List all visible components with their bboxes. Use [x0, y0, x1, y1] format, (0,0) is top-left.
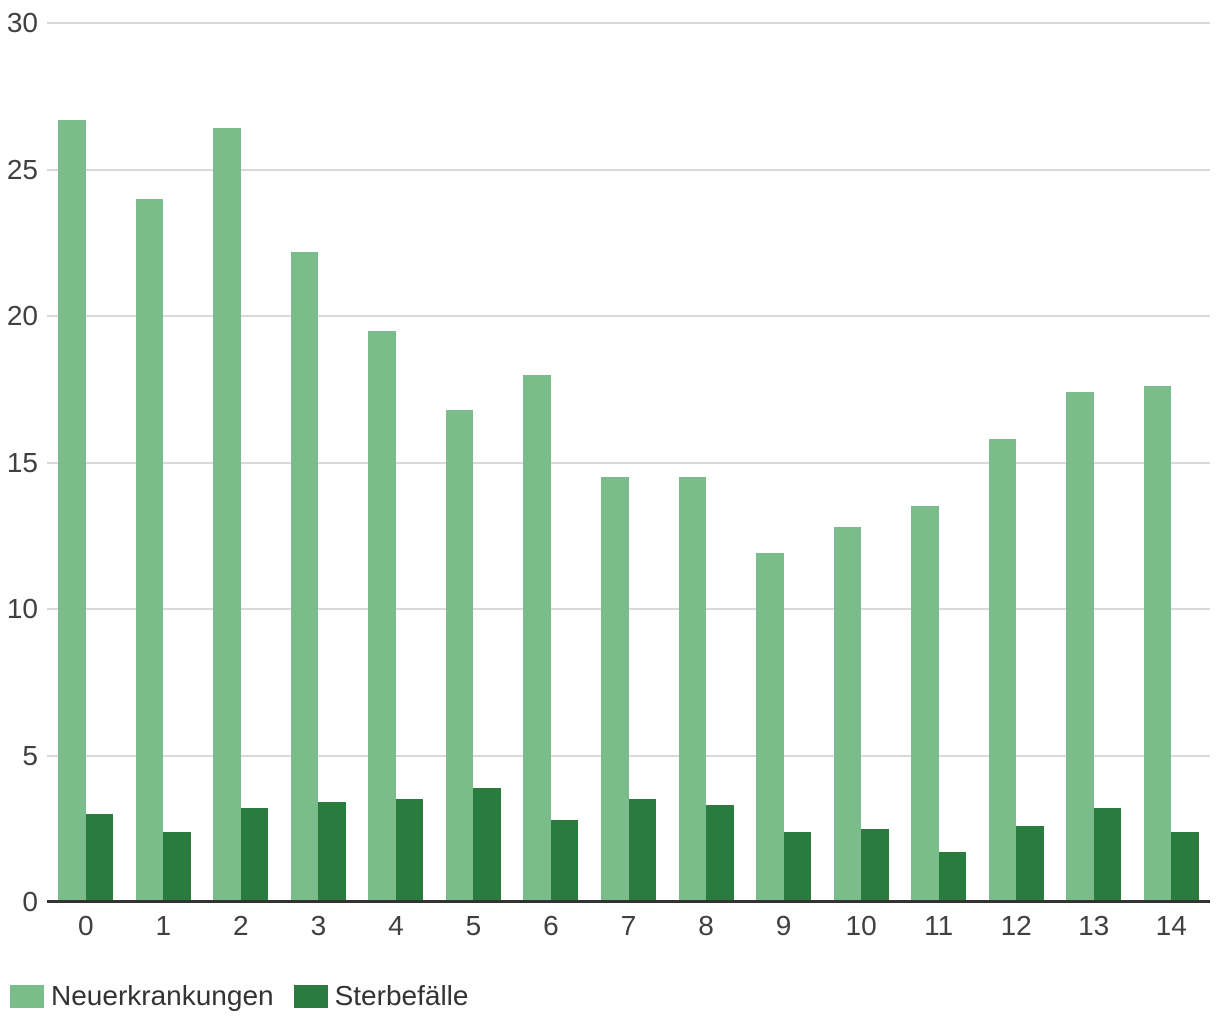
bar-sterbefälle-0[interactable] — [85, 814, 114, 902]
bar-neuerkrankungen-4[interactable] — [368, 330, 396, 902]
y-tick-label: 30 — [6, 7, 38, 38]
gridline — [47, 608, 1210, 610]
bar-sterbefälle-6[interactable] — [550, 819, 579, 902]
x-tick-label: 5 — [465, 910, 482, 941]
x-tick-label: 6 — [543, 910, 559, 941]
y-tick-label: 20 — [6, 300, 38, 331]
bar-neuerkrankungen-9[interactable] — [756, 553, 784, 902]
bar-neuerkrankungen-5[interactable] — [445, 409, 474, 902]
x-tick-label: 2 — [233, 910, 249, 941]
legend: Neuerkrankungen Sterbefälle — [10, 980, 468, 1012]
bar-neuerkrankungen-2[interactable] — [213, 128, 241, 902]
bar-neuerkrankungen-8[interactable] — [678, 477, 707, 902]
x-axis-baseline-overlay — [47, 900, 1210, 903]
bar-neuerkrankungen-0[interactable] — [58, 119, 86, 902]
bar-sterbefälle-14[interactable] — [1171, 831, 1199, 902]
bar-neuerkrankungen-11[interactable] — [911, 506, 939, 902]
bar-neuerkrankungen-14[interactable] — [1143, 386, 1172, 902]
y-tick-label: 25 — [6, 153, 38, 185]
bar-sterbefälle-5[interactable] — [473, 787, 501, 902]
bar-sterbefälle-9[interactable] — [783, 831, 812, 902]
bar-sterbefälle-12[interactable] — [1016, 825, 1044, 902]
x-tick-label: 0 — [77, 910, 94, 941]
bar-sterbefälle-10[interactable] — [861, 828, 889, 902]
bar-sterbefälle-13[interactable] — [1093, 808, 1122, 902]
x-tick-label: 10 — [845, 910, 877, 941]
bar-neuerkrankungen-12[interactable] — [988, 439, 1017, 902]
legend-item-sterbefälle: Sterbefälle — [293, 980, 469, 1012]
bar-neuerkrankungen-7[interactable] — [601, 477, 629, 902]
gridline — [47, 754, 1210, 757]
legend-swatch-icon — [10, 984, 44, 1008]
y-tick-label: 0 — [22, 886, 38, 917]
x-tick-label: 7 — [620, 910, 637, 941]
legend-label: Sterbefälle — [334, 980, 469, 1011]
bar-sterbefälle-11[interactable] — [938, 852, 967, 902]
bar-neuerkrankungen-6[interactable] — [523, 374, 551, 902]
gridline — [47, 22, 1210, 24]
bar-sterbefälle-1[interactable] — [163, 831, 191, 902]
x-tick-label: 3 — [310, 910, 327, 941]
bar-sterbefälle-3[interactable] — [318, 802, 346, 902]
bar-neuerkrankungen-10[interactable] — [833, 526, 862, 902]
bar-neuerkrankungen-13[interactable] — [1066, 392, 1094, 902]
legend-label: Neuerkrankungen — [51, 980, 274, 1011]
y-tick-label: 5 — [22, 739, 38, 771]
gridline — [47, 461, 1210, 464]
y-tick-label: 10 — [6, 593, 38, 624]
bar-sterbefälle-8[interactable] — [706, 805, 734, 902]
x-tick-label: 12 — [1000, 910, 1032, 941]
bar-sterbefälle-2[interactable] — [240, 808, 269, 902]
x-tick-label: 9 — [775, 910, 792, 941]
legend-item-neuerkrankungen: Neuerkrankungen — [10, 980, 274, 1012]
x-tick-label: 1 — [155, 910, 172, 941]
bar-neuerkrankungen-3[interactable] — [290, 251, 319, 902]
legend-swatch-icon — [293, 984, 328, 1008]
gridline — [47, 315, 1210, 317]
x-tick-label: 4 — [388, 910, 404, 941]
gridline — [47, 168, 1210, 171]
y-tick-label: 15 — [6, 446, 38, 478]
x-tick-label: 11 — [924, 910, 954, 941]
bar-neuerkrankungen-1[interactable] — [135, 198, 164, 902]
x-tick-label: 13 — [1078, 910, 1110, 941]
x-tick-label: 14 — [1155, 910, 1187, 941]
x-tick-label: 8 — [698, 910, 714, 941]
bar-sterbefälle-4[interactable] — [395, 799, 424, 902]
bar-sterbefälle-7[interactable] — [628, 799, 656, 902]
